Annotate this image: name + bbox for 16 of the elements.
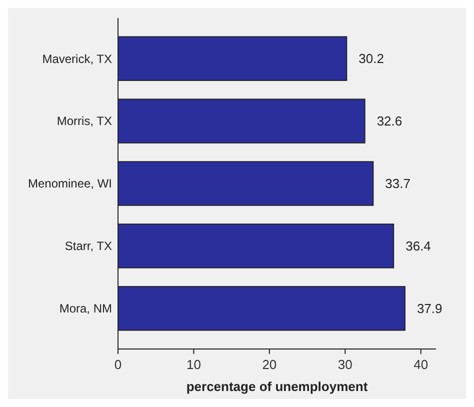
x-tick-label: 40 — [414, 357, 428, 372]
y-tick-label: Mora, NM — [59, 302, 112, 316]
y-tick-label: Maverick, TX — [42, 52, 112, 66]
x-tick-label: 0 — [114, 357, 122, 372]
data-label: 30.2 — [358, 51, 384, 66]
x-axis-title: percentage of unemployment — [186, 379, 368, 394]
y-tick-label: Menominee, WI — [28, 176, 112, 191]
x-tick-label: 30 — [338, 357, 352, 372]
y-tick-label: Morris, TX — [56, 114, 112, 128]
x-tick-label: 20 — [262, 357, 277, 372]
data-label: 36.4 — [406, 238, 431, 254]
data-label: 32.6 — [376, 114, 402, 129]
x-tick-label: 10 — [186, 357, 201, 372]
data-label: 37.9 — [416, 300, 442, 316]
data-label: 33.7 — [385, 176, 410, 192]
y-tick-label: Starr, TX — [64, 239, 112, 254]
